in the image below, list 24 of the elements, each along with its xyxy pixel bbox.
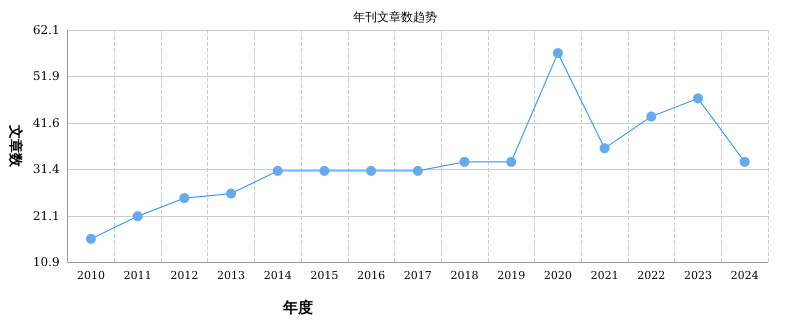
x-tick-label: 2018 — [450, 269, 478, 282]
x-tick-label: 2021 — [590, 269, 619, 282]
chart-title: 年刊文章数趋势 — [353, 10, 437, 24]
y-tick-label: 51.9 — [32, 69, 60, 84]
y-tick-label: 41.6 — [32, 116, 60, 130]
x-tick-label: 2015 — [310, 269, 338, 282]
y-tick-label: 10.9 — [32, 255, 60, 269]
x-tick-label: 2012 — [170, 269, 198, 282]
x-tick-label: 2019 — [497, 269, 526, 282]
y-tick-label: 62.1 — [32, 23, 60, 37]
x-tick-label: 2010 — [76, 269, 105, 282]
x-tick-label: 2020 — [544, 269, 572, 282]
x-tick-label: 2013 — [217, 269, 246, 282]
x-tick-label: 2017 — [404, 269, 432, 282]
x-tick-label: 2023 — [684, 269, 712, 282]
x-tick-label: 2024 — [730, 269, 759, 282]
x-tick-label: 2014 — [264, 269, 292, 282]
y-axis-title: 文章数 — [7, 124, 24, 168]
x-tick-label: 2022 — [637, 269, 666, 282]
y-tick-label: 21.1 — [32, 208, 60, 223]
x-tick-label: 2011 — [124, 269, 152, 282]
x-axis-title: 年度 — [282, 298, 313, 316]
y-tick-label: 31.4 — [32, 162, 60, 176]
x-tick-label: 2016 — [357, 269, 386, 282]
